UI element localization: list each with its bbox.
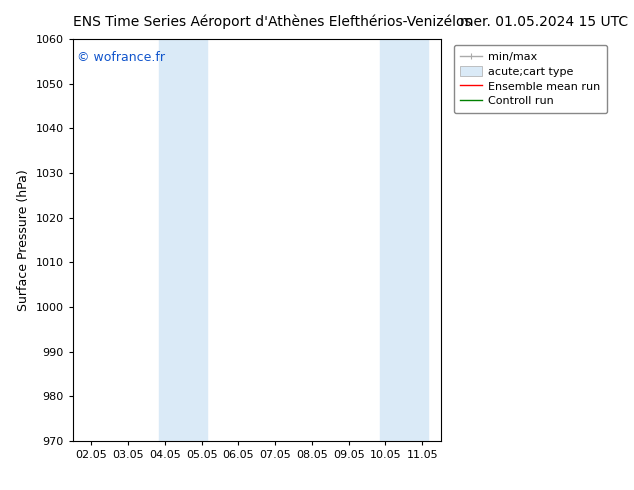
Text: © wofrance.fr: © wofrance.fr [77,51,165,64]
Text: ENS Time Series Aéroport d'Athènes Elefthérios-Venizélos: ENS Time Series Aéroport d'Athènes Eleft… [73,15,472,29]
Text: mer. 01.05.2024 15 UTC: mer. 01.05.2024 15 UTC [460,15,628,29]
Y-axis label: Surface Pressure (hPa): Surface Pressure (hPa) [17,169,30,311]
Bar [159,39,207,441]
Legend: min/max, acute;cart type, Ensemble mean run, Controll run: min/max, acute;cart type, Ensemble mean … [453,45,607,113]
Bar [380,39,428,441]
